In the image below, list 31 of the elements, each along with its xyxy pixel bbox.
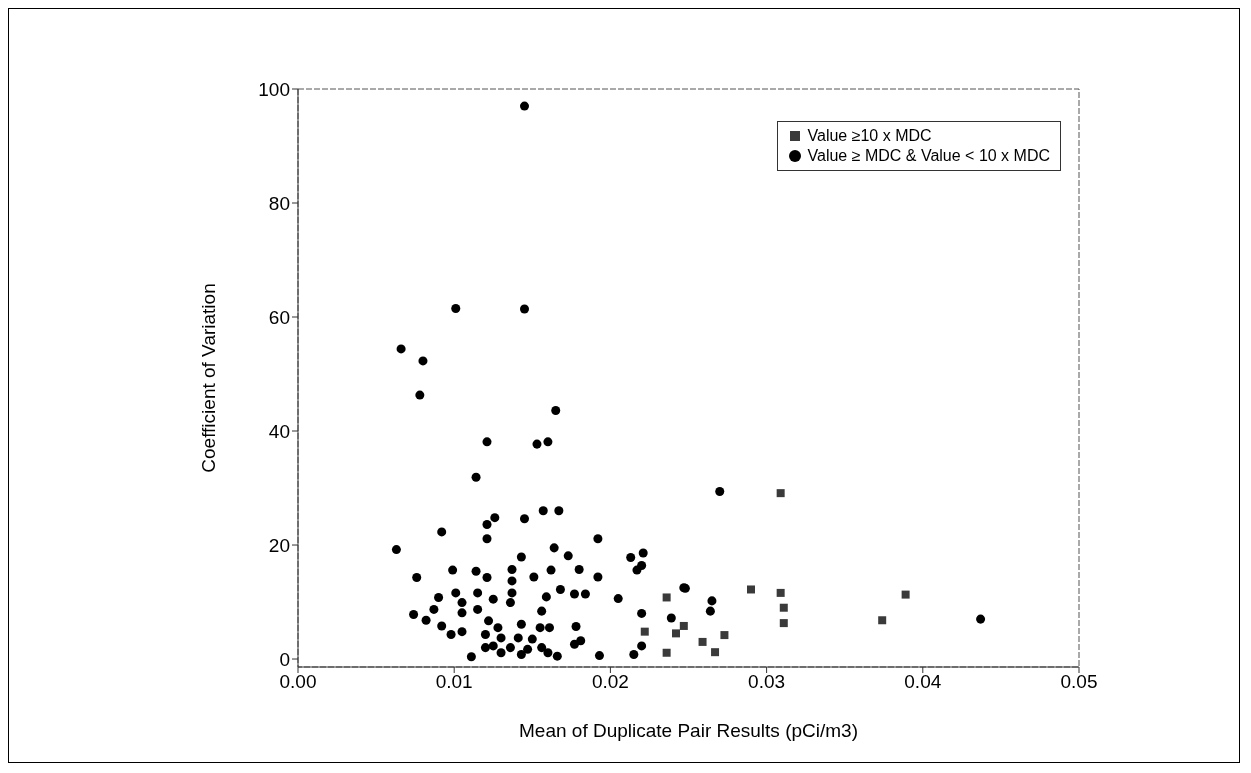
y-axis-title: Coefficient of Variation xyxy=(197,283,219,473)
point xyxy=(878,616,887,625)
point xyxy=(776,588,785,597)
x-tick-label: 0.01 xyxy=(435,671,473,693)
point xyxy=(679,621,688,630)
point xyxy=(776,489,785,498)
x-tick-label: 0.05 xyxy=(1060,671,1098,693)
point xyxy=(779,603,788,612)
y-tick-label: 80 xyxy=(268,192,290,214)
y-tick-label: 40 xyxy=(268,420,290,442)
x-tick-label: 0.03 xyxy=(748,671,786,693)
point xyxy=(662,593,671,602)
x-tick-label: 0.00 xyxy=(279,671,317,693)
legend-label: Value ≥10 x MDC xyxy=(807,126,932,146)
point xyxy=(698,637,707,646)
y-tick-label: 100 xyxy=(258,78,290,100)
legend-label: Value ≥ MDC & Value < 10 x MDC xyxy=(807,146,1050,166)
x-tick-label: 0.04 xyxy=(904,671,942,693)
point xyxy=(746,585,755,594)
point xyxy=(672,629,680,638)
point xyxy=(711,648,720,657)
y-tick-label: 20 xyxy=(268,534,290,556)
point xyxy=(779,619,788,628)
point xyxy=(720,631,729,640)
point xyxy=(662,648,671,657)
point xyxy=(640,627,649,636)
x-tick-label: 0.02 xyxy=(591,671,629,693)
point xyxy=(901,590,910,599)
y-tick-label: 60 xyxy=(268,306,290,328)
y-tick-label: 0 xyxy=(279,648,290,670)
x-axis-title: Mean of Duplicate Pair Results (pCi/m3) xyxy=(519,720,858,741)
